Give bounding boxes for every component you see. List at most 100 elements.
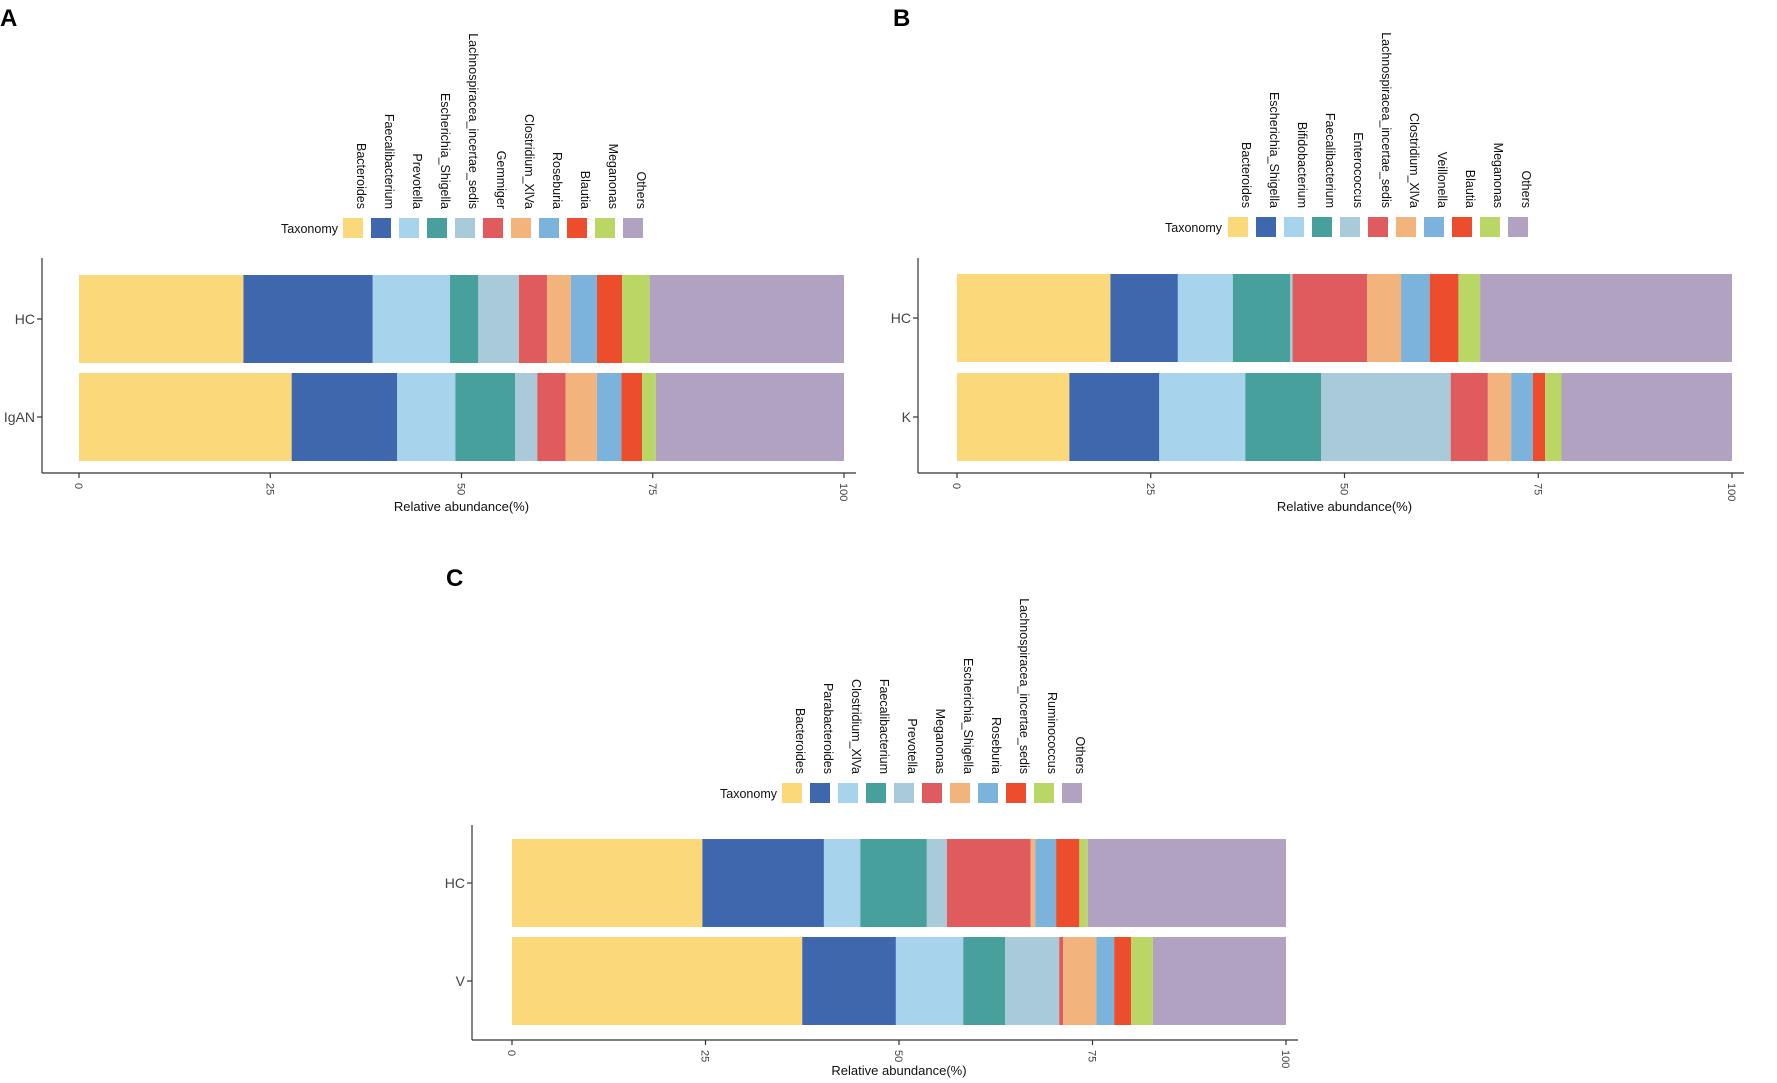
panel-label-b: B [893, 5, 910, 32]
legend-label-meganonas: Meganonas [1491, 143, 1505, 208]
legend-swatch-bacteroides [1228, 217, 1248, 237]
legend-label-others: Others [1519, 170, 1533, 208]
legend-label-prevotella: Prevotella [905, 718, 919, 774]
bar-v-roseburia [1096, 937, 1115, 1025]
x-tick-label-100: 100 [837, 483, 849, 501]
bar-igan-bacteroides [79, 373, 292, 461]
legend-label-others: Others [634, 171, 648, 209]
bar-hc-roseburia [570, 275, 597, 363]
legend-label-enterococcus: Enterococcus [1351, 132, 1365, 208]
bar-hc-others [649, 275, 844, 363]
x-tick-label-75: 75 [646, 483, 658, 495]
bar-igan-meganonas [642, 373, 656, 461]
legend-swatch-enterococcus [1340, 217, 1360, 237]
bar-hc-faecalibacterium [243, 275, 373, 363]
legend-label-faecalibacterium: Faecalibacterium [877, 679, 891, 774]
bar-hc-bacteroides [79, 275, 244, 363]
legend-label-roseburia: Roseburia [550, 152, 564, 209]
legend-label-lachnospiracea-incertae-sedis: Lachnospiracea_incertae_sedis [1379, 32, 1393, 208]
legend-swatch-lachnospiracea-incertae-sedis [1006, 783, 1026, 803]
legend-swatch-clostridium-xlva [511, 218, 531, 238]
bar-hc-bifidobacterium [1177, 274, 1233, 362]
x-tick-label-75: 75 [1531, 483, 1543, 495]
legend-label-bacteroides: Bacteroides [1239, 142, 1253, 208]
bar-hc-ruminococcus [1079, 839, 1088, 927]
bar-igan-prevotella [397, 373, 456, 461]
y-tick-label-hc: HC [445, 875, 465, 891]
bar-igan-lachnospiracea-incertae-sedis [515, 373, 538, 461]
legend-swatch-roseburia [978, 783, 998, 803]
y-tick-label-v: V [456, 973, 466, 989]
x-tick-label-50: 50 [455, 483, 467, 495]
bar-v-clostridium-xlva [895, 937, 964, 1025]
legend-label-clostridium-xlva: Clostridium_XlVa [522, 114, 536, 209]
legend-swatch-escherichia-shigella [427, 218, 447, 238]
legend-label-veillonella: Veillonella [1435, 152, 1449, 208]
legend-swatch-meganonas [1480, 217, 1500, 237]
legend-label-bacteroides: Bacteroides [793, 708, 807, 774]
bar-igan-roseburia [596, 373, 622, 461]
legend-label-gemmiger: Gemmiger [494, 151, 508, 209]
bar-hc-parabacteroides [702, 839, 824, 927]
y-tick-label-hc: HC [891, 310, 911, 326]
bar-igan-blautia [621, 373, 643, 461]
bar-hc-prevotella [372, 275, 451, 363]
legend-swatch-veillonella [1424, 217, 1444, 237]
x-tick-label-100: 100 [1279, 1050, 1291, 1068]
legend-swatch-gemmiger [483, 218, 503, 238]
legend-swatch-meganonas [922, 783, 942, 803]
bar-hc-clostridium-xlva [1366, 274, 1402, 362]
legend-title: Taxonomy [281, 222, 339, 236]
legend-label-parabacteroides: Parabacteroides [821, 683, 835, 774]
y-tick-label-k: K [902, 409, 912, 425]
bar-k-veillonella [1511, 373, 1533, 461]
bar-hc-prevotella [926, 839, 947, 927]
legend-swatch-roseburia [539, 218, 559, 238]
bar-v-others [1152, 937, 1286, 1025]
legend-label-bifidobacterium: Bifidobacterium [1295, 122, 1309, 208]
panel-label-a: A [0, 5, 17, 32]
bar-hc-clostridium-xlva [823, 839, 861, 927]
bar-k-bacteroides [957, 373, 1070, 461]
x-axis-label: Relative abundance(%) [394, 499, 529, 514]
bar-v-lachnospiracea-incertae-sedis [1114, 937, 1132, 1025]
bar-k-blautia [1532, 373, 1546, 461]
legend-label-others: Others [1073, 736, 1087, 774]
x-tick-label-75: 75 [1086, 1050, 1098, 1062]
x-axis-label: Relative abundance(%) [1277, 499, 1412, 514]
x-tick-label-25: 25 [263, 483, 275, 495]
bar-hc-meganonas [622, 275, 650, 363]
legend-swatch-others [1508, 217, 1528, 237]
x-tick-label-25: 25 [699, 1050, 711, 1062]
bar-hc-lachnospiracea-incertae-sedis [1056, 839, 1080, 927]
bar-k-clostridium-xlva [1487, 373, 1512, 461]
x-tick-label-50: 50 [892, 1050, 904, 1062]
bar-hc-gemmiger [518, 275, 548, 363]
bar-v-meganonas [1059, 937, 1064, 1025]
legend-swatch-lachnospiracea-incertae-sedis [1368, 217, 1388, 237]
bar-hc-others [1087, 839, 1286, 927]
legend-label-escherichia-shigella: Escherichia_Shigella [961, 658, 975, 774]
bar-hc-others [1480, 274, 1732, 362]
bar-k-meganonas [1545, 373, 1562, 461]
bar-hc-lachnospiracea-incertae-sedis [478, 275, 519, 363]
legend-swatch-bacteroides [343, 218, 363, 238]
bar-hc-clostridium-xlva [547, 275, 571, 363]
legend-label-roseburia: Roseburia [989, 717, 1003, 774]
legend-label-ruminococcus: Ruminococcus [1045, 692, 1059, 774]
x-tick-label-100: 100 [1725, 483, 1737, 501]
legend-label-bacteroides: Bacteroides [354, 143, 368, 209]
panel-b: B Taxonomy Bacteroides Escherichia_Shigella… [891, 5, 1744, 514]
legend-title: Taxonomy [1165, 221, 1223, 235]
bar-igan-others [655, 373, 844, 461]
bar-v-bacteroides [512, 937, 803, 1025]
panel-label-c: C [446, 565, 463, 592]
legend-swatch-faecalibacterium [866, 783, 886, 803]
legend-swatch-escherichia-shigella [950, 783, 970, 803]
legend-swatch-escherichia-shigella [1256, 217, 1276, 237]
legend-label-lachnospiracea-incertae-sedis: Lachnospiracea_incertae_sedis [1017, 598, 1031, 774]
legend-swatch-faecalibacterium [371, 218, 391, 238]
bar-v-prevotella [1005, 937, 1060, 1025]
legend-swatch-clostridium-xlva [838, 783, 858, 803]
